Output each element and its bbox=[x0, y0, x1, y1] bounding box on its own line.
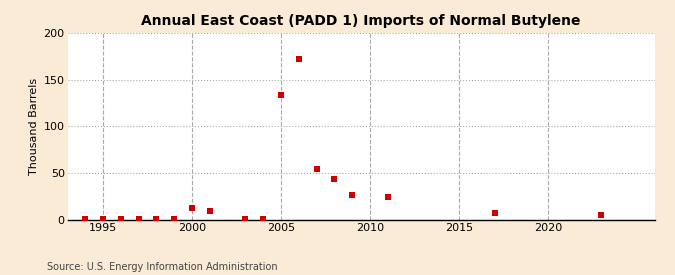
Point bbox=[115, 217, 126, 221]
Point bbox=[596, 213, 607, 218]
Point bbox=[187, 206, 198, 210]
Point bbox=[329, 177, 340, 181]
Text: Source: U.S. Energy Information Administration: Source: U.S. Energy Information Administ… bbox=[47, 262, 278, 272]
Point bbox=[489, 211, 500, 216]
Point bbox=[133, 217, 144, 221]
Point bbox=[294, 57, 304, 61]
Point bbox=[347, 192, 358, 197]
Point bbox=[311, 166, 322, 171]
Point bbox=[258, 217, 269, 221]
Point bbox=[275, 92, 286, 97]
Point bbox=[151, 217, 162, 221]
Point bbox=[169, 217, 180, 221]
Point bbox=[240, 217, 251, 221]
Point bbox=[205, 208, 215, 213]
Point bbox=[383, 194, 394, 199]
Title: Annual East Coast (PADD 1) Imports of Normal Butylene: Annual East Coast (PADD 1) Imports of No… bbox=[141, 14, 581, 28]
Y-axis label: Thousand Barrels: Thousand Barrels bbox=[30, 78, 39, 175]
Point bbox=[80, 217, 90, 221]
Point bbox=[98, 217, 109, 221]
